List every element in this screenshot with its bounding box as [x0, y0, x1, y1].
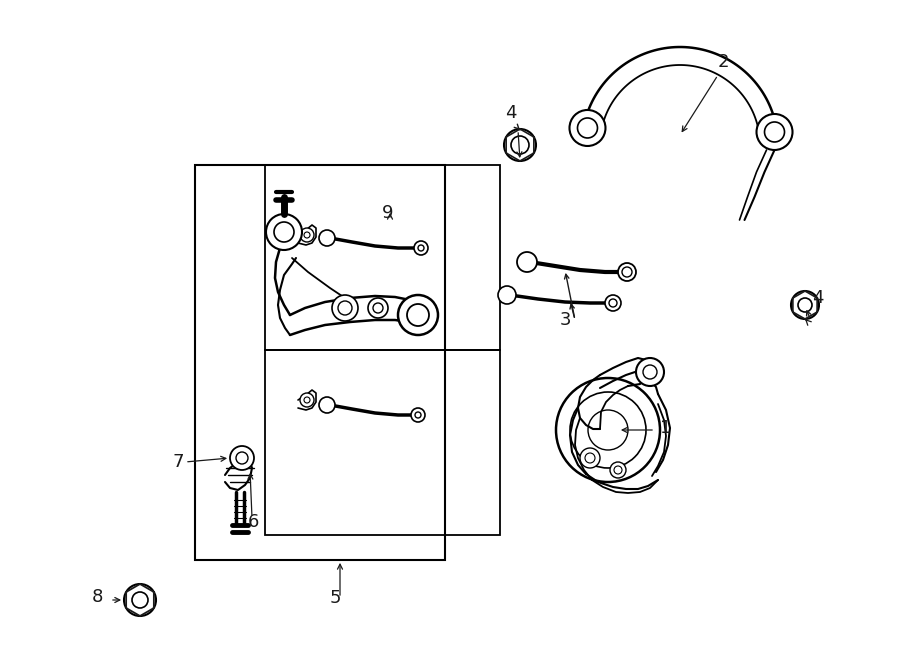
Circle shape [319, 397, 335, 413]
Circle shape [764, 122, 785, 142]
Text: 3: 3 [560, 311, 572, 329]
Circle shape [498, 286, 516, 304]
Circle shape [588, 410, 628, 450]
Circle shape [791, 291, 819, 319]
Circle shape [132, 592, 148, 608]
Circle shape [504, 129, 536, 161]
Text: 5: 5 [330, 589, 341, 607]
Text: 7: 7 [172, 453, 184, 471]
Circle shape [373, 303, 383, 313]
Bar [195, 165, 445, 560]
Circle shape [124, 584, 156, 616]
Circle shape [300, 393, 314, 407]
Circle shape [274, 222, 294, 242]
Circle shape [236, 452, 248, 464]
Circle shape [570, 110, 606, 146]
Circle shape [622, 267, 632, 277]
Circle shape [609, 299, 617, 307]
Circle shape [614, 466, 622, 474]
Circle shape [757, 114, 793, 150]
Text: 4: 4 [812, 289, 824, 307]
Circle shape [798, 298, 812, 312]
Circle shape [418, 245, 424, 251]
Circle shape [230, 446, 254, 470]
Circle shape [300, 228, 314, 242]
Text: 9: 9 [382, 204, 393, 222]
Circle shape [578, 118, 598, 138]
Circle shape [266, 214, 302, 250]
Circle shape [636, 358, 664, 386]
Circle shape [618, 263, 636, 281]
Text: 1: 1 [660, 419, 671, 437]
Circle shape [338, 301, 352, 315]
Text: 8: 8 [92, 588, 104, 606]
Circle shape [570, 392, 646, 468]
Text: 2: 2 [718, 53, 730, 71]
Circle shape [511, 136, 529, 154]
Circle shape [414, 241, 428, 255]
Text: 6: 6 [248, 513, 259, 531]
Circle shape [605, 295, 621, 311]
Circle shape [304, 232, 310, 238]
Circle shape [407, 304, 429, 326]
Circle shape [319, 230, 335, 246]
Bar [265, 165, 500, 350]
Bar [265, 350, 500, 535]
Circle shape [556, 378, 660, 482]
Circle shape [610, 462, 626, 478]
Circle shape [411, 408, 425, 422]
Circle shape [643, 365, 657, 379]
Circle shape [304, 397, 310, 403]
Circle shape [368, 298, 388, 318]
Circle shape [398, 295, 438, 335]
Circle shape [585, 453, 595, 463]
Text: 4: 4 [505, 104, 517, 122]
Circle shape [415, 412, 421, 418]
Circle shape [332, 295, 358, 321]
Circle shape [517, 252, 537, 272]
Circle shape [580, 448, 600, 468]
